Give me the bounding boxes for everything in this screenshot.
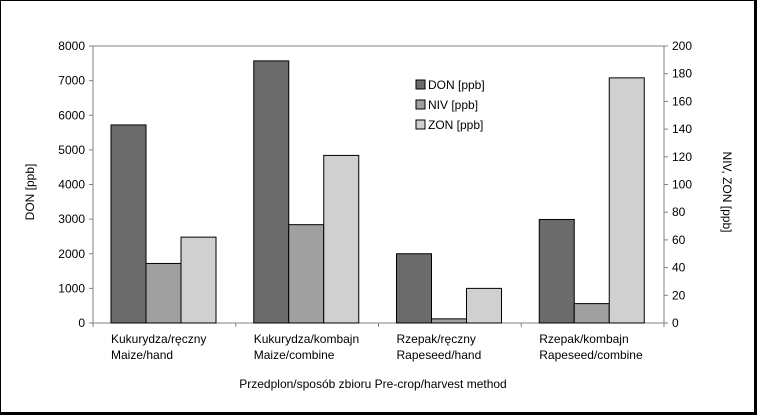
bar-zon	[180, 236, 217, 324]
bar-zon	[323, 154, 360, 324]
y-tick-label: 4000	[58, 178, 85, 192]
bar-don	[110, 124, 147, 324]
y2-axis-title: NIV, ZON [ppb]	[720, 152, 734, 233]
bar-niv	[431, 318, 467, 324]
category-label: Kukurydza/ręczny	[111, 332, 206, 346]
y-tick-label: 5000	[58, 143, 85, 157]
y2-tick-label: 80	[672, 205, 686, 219]
category-label: Rapeseed/hand	[397, 348, 482, 362]
category-label: Rzepak/ręczny	[397, 332, 476, 346]
y2-tick-label: 40	[672, 261, 686, 275]
bar-don	[538, 218, 575, 324]
y2-tick-label: 140	[672, 122, 692, 136]
category-labels: Kukurydza/ręczny Maize/hand Kukurydza/komb…	[92, 323, 665, 362]
y2-tick-label: 60	[672, 233, 686, 247]
legend-swatch	[415, 119, 426, 130]
y2-tick-label: 100	[672, 178, 692, 192]
y-tick-label: 2000	[58, 247, 85, 261]
bar-niv	[288, 224, 325, 324]
y2-tick-label: 0	[672, 316, 679, 330]
bars	[110, 60, 645, 324]
x-axis-title: Przedplon/sposób zbioru Pre-crop/harvest…	[239, 377, 506, 391]
y2-tick-label: 160	[672, 94, 692, 108]
category-label: Kukurydza/kombajn	[254, 332, 359, 346]
category-label: Maize/combine	[254, 348, 335, 362]
y-axis-title: DON [ppb]	[23, 164, 37, 221]
y2-tick-label: 180	[672, 67, 692, 81]
y-tick-label: 1000	[58, 281, 85, 295]
y-tick-label: 6000	[58, 108, 85, 122]
category-label: Maize/hand	[111, 348, 173, 362]
bar-niv	[145, 262, 182, 324]
legend-label: DON [ppb]	[428, 78, 485, 92]
bar-don	[396, 253, 432, 324]
bar-zon	[466, 287, 502, 324]
category-label: Rzepak/kombajn	[539, 332, 628, 346]
y-tick-label: 0	[78, 316, 85, 330]
y2-tick-label: 120	[672, 150, 692, 164]
category-label: Rapeseed/combine	[539, 348, 643, 362]
y-tick-label: 3000	[58, 212, 85, 226]
y-tick-label: 7000	[58, 74, 85, 88]
y2-tick-label: 200	[672, 39, 692, 53]
bar-don	[253, 60, 290, 324]
y2-tick-label: 20	[672, 288, 686, 302]
legend-label: ZON [ppb]	[428, 118, 483, 132]
bar-zon	[608, 77, 645, 324]
legend-swatch	[415, 79, 426, 90]
legend: DON [ppb] NIV [ppb] ZON [ppb]	[415, 78, 485, 132]
left-axis: 0 1000 2000 3000 4000 5000 6000 7000 8000	[58, 39, 93, 330]
bar-niv	[573, 303, 610, 324]
legend-label: NIV [ppb]	[428, 98, 478, 112]
y-tick-label: 8000	[58, 39, 85, 53]
right-axis: 0 20 40 60 80 100 120 140 160 180 200	[664, 39, 692, 330]
legend-swatch	[415, 99, 426, 110]
